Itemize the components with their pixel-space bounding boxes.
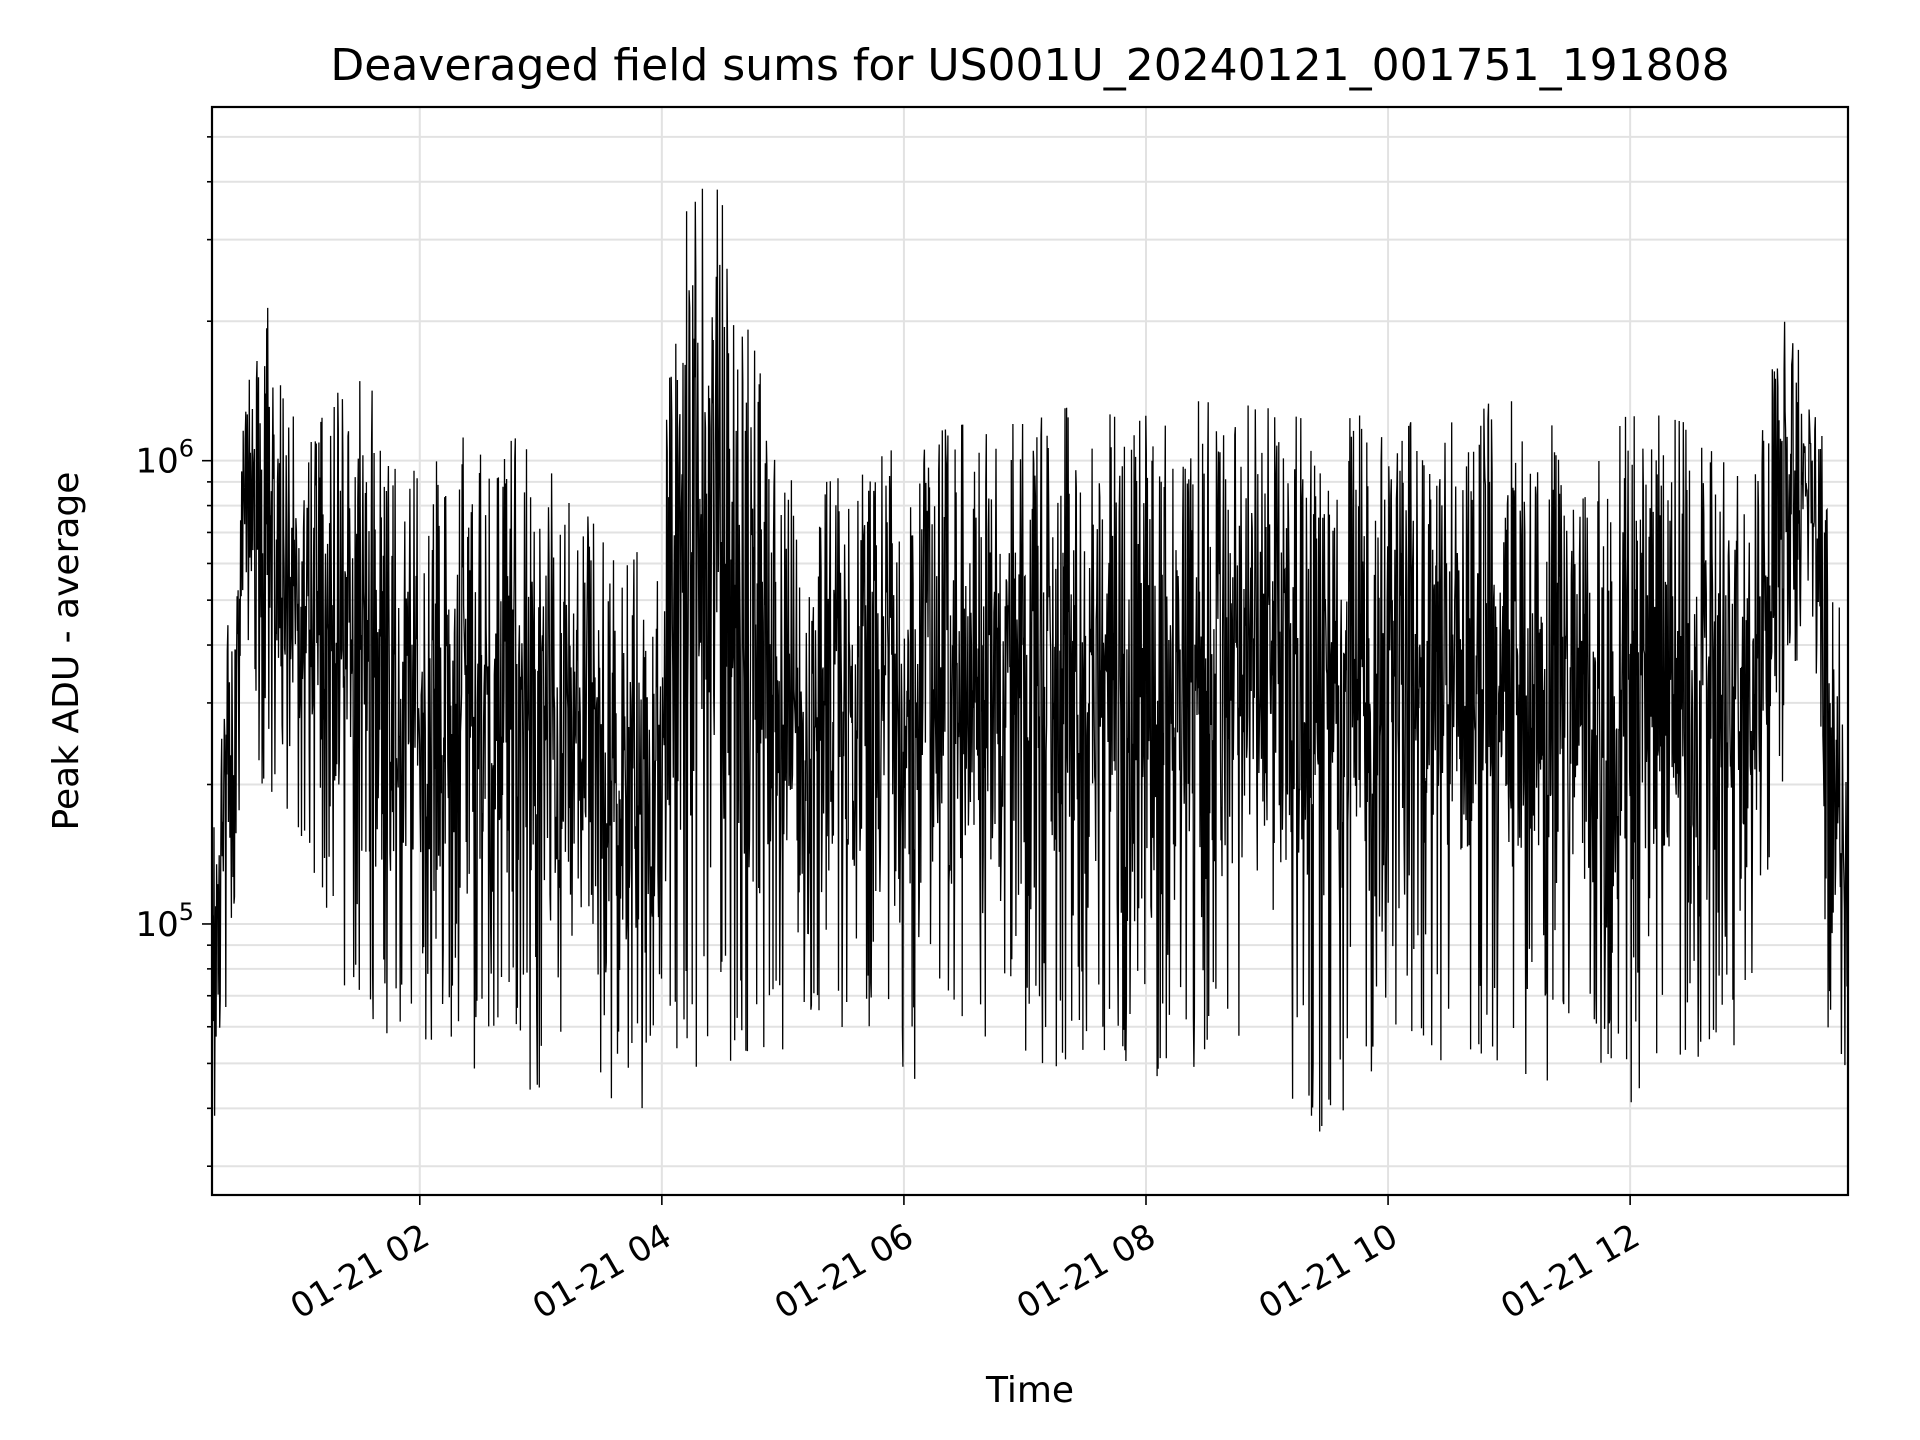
- plot-frame: [210, 105, 1850, 1197]
- y-tick-exponent: 5: [179, 898, 194, 926]
- series-line: [211, 188, 1849, 1132]
- series-path: [211, 188, 1849, 1132]
- y-tick-base: 10: [135, 905, 178, 945]
- y-tick-exponent: 6: [179, 435, 194, 463]
- chart-title: Deaveraged field sums for US001U_2024012…: [330, 40, 1729, 91]
- y-tick-base: 10: [135, 442, 178, 482]
- x-axis-label: Time: [985, 1370, 1074, 1411]
- y-tick-label: 106: [135, 435, 194, 482]
- y-axis-label: Peak ADU - average: [46, 472, 87, 831]
- y-tick-label: 105: [135, 898, 194, 945]
